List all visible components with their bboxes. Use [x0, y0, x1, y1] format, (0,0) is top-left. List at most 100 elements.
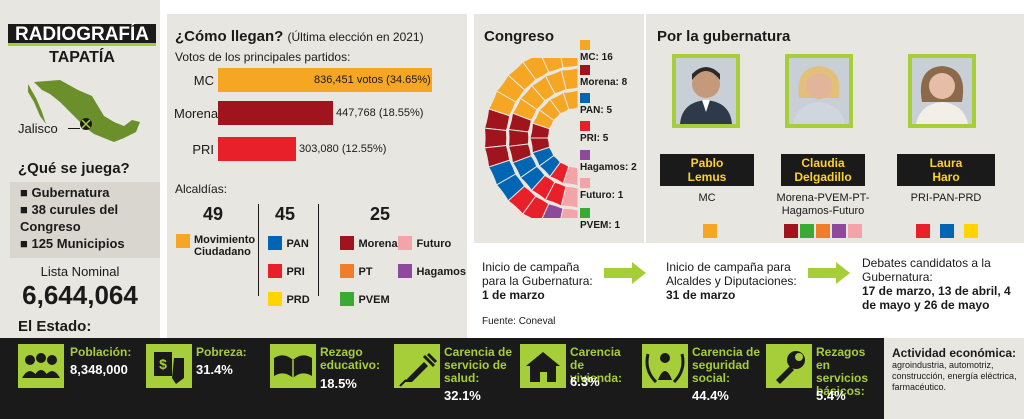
gubernatura-title: Por la gubernatura: [657, 28, 791, 45]
congreso-legend-label: Morena: 8: [580, 77, 628, 88]
bar-value-label: 447,768 (18.55%): [336, 107, 424, 119]
swatch-futuro: [848, 223, 862, 238]
legend-morena: Morena: [340, 234, 398, 252]
candidate-party-swatches: [916, 222, 978, 240]
legend-pri-label: PRI: [286, 266, 305, 278]
legend-mc-label: Movimiento Ciudadano: [194, 234, 256, 258]
indicator-label: Población:: [70, 345, 132, 359]
indicator-value: 6.3%: [570, 374, 600, 389]
source-note: Fuente: Coneval: [482, 316, 556, 327]
indicator-label: Pobreza:: [196, 345, 247, 359]
timeline-step-date: 17 de marzo, 13 de abril, 4 de mayo y 26…: [862, 284, 1011, 312]
timeline-step-date: 1 de marzo: [482, 288, 545, 302]
vote-bar: [218, 68, 432, 92]
timeline-step: Debates candidatos a la Gubernatura: 17 …: [862, 256, 1012, 312]
congreso-seat: [562, 166, 578, 187]
jalisco-pointer: [68, 128, 80, 129]
legend-hagamos: Hagamos: [398, 262, 466, 280]
stakes-heading: ¿Qué se juega?: [18, 160, 130, 177]
indicator-label: Carencia de vivienda:: [570, 345, 623, 385]
mexico-map-icon: [28, 80, 140, 142]
legend-prd: PRD: [268, 290, 310, 308]
indicator-value: 44.4%: [692, 388, 729, 403]
congreso-title: Congreso: [484, 28, 555, 45]
candidate-photo: [908, 54, 976, 128]
indicator-value: 31.4%: [196, 362, 233, 377]
congreso-seat: [483, 127, 508, 149]
candidate-name-l2: Haro: [932, 170, 960, 184]
candidate-party: PRI-PAN-PRD: [910, 192, 982, 204]
indicator-value: 32.1%: [444, 388, 481, 403]
indicator-label: Rezagos en servicios básicos:: [816, 345, 869, 398]
bar-party-label: PRI: [192, 142, 214, 157]
title-line-1: RADIOGRAFÍA: [8, 24, 156, 46]
legend-pvem: PVEM: [340, 290, 390, 308]
votes-label: Votos de los principales partidos:: [175, 50, 351, 64]
stake-item: ■ 38 curules del Congreso: [20, 202, 119, 234]
alcaldias-count-mc: 49: [203, 204, 224, 224]
legend-futuro: Futuro: [398, 234, 451, 252]
people-icon: [18, 344, 64, 388]
indicator-label: Carencia de servicio de salud:: [444, 345, 513, 385]
congreso-seat: [560, 207, 578, 218]
swatch-pt: [340, 263, 354, 278]
alcaldias-label: Alcaldías:: [175, 182, 228, 196]
stake-item: ■ Gubernatura: [20, 185, 110, 200]
congreso-legend-swatch: [580, 40, 590, 50]
candidate-name: Claudia Delgadillo: [781, 154, 865, 186]
swatch-mc: [703, 223, 717, 238]
swatch-morena: [784, 223, 798, 238]
stake-item: ■ 125 Municipios: [20, 236, 125, 251]
book-icon: [270, 344, 316, 388]
congreso-legend-swatch: [580, 93, 590, 103]
bar-party-label: MC: [193, 73, 214, 88]
congreso-legend-label: PAN: 5: [580, 105, 613, 116]
timeline-step: Inicio de campaña para Alcaldes y Diputa…: [666, 260, 806, 302]
candidate-name-l1: Pablo: [690, 156, 724, 170]
candidate-photo: [785, 54, 853, 128]
congreso-legend-swatch: [580, 65, 590, 75]
congreso-legend-swatch: [580, 178, 590, 188]
congreso-legend-label: Futuro: 1: [580, 190, 624, 201]
swatch-prd: [268, 291, 282, 306]
bar-value-label: 836,451 votos (34.65%): [314, 74, 431, 86]
social-security-icon: [642, 344, 688, 388]
legend-prd-label: PRD: [286, 294, 310, 306]
wrench-icon: [766, 344, 812, 388]
candidate-name: Laura Haro: [897, 154, 995, 186]
indicator-label: Carencia de seguridad social:: [692, 345, 761, 385]
swatch-pri: [916, 223, 930, 238]
timeline-step-date: 31 de marzo: [666, 288, 736, 302]
indicator-value: 8,348,000: [70, 362, 128, 377]
poverty-icon: $: [146, 344, 192, 388]
timeline-step-text: Debates candidatos a la Gubernatura:: [862, 256, 991, 284]
congreso-legend-swatch: [580, 121, 590, 131]
swatch-prd: [964, 223, 978, 238]
timeline-step: Inicio de campaña para la Gubernatura: 1…: [482, 260, 600, 302]
lista-nominal-label: Lista Nominal: [40, 264, 120, 279]
legend-pt: PT: [340, 262, 373, 280]
swatch-pri: [268, 263, 282, 278]
indicator-value: 18.5%: [320, 376, 357, 391]
actividad-text: agroindustria, automotriz, construcción,…: [892, 360, 1017, 392]
lista-nominal-value: 6,644,064: [22, 280, 138, 310]
candidate-name: Pablo Lemus: [660, 154, 754, 186]
congreso-seat: [560, 186, 578, 209]
congreso-legend-swatch: [580, 208, 590, 218]
gubernatura-panel: [646, 14, 1024, 243]
congreso-seat: [541, 203, 564, 218]
congreso-legend-label: PRI: 5: [580, 133, 609, 144]
person-icon: [793, 66, 845, 124]
congreso-legend-swatch: [580, 150, 590, 160]
swatch-futuro: [398, 235, 412, 250]
congreso-legend-label: Hagamos: 2: [580, 162, 637, 173]
candidate-name-l2: Delgadillo: [794, 170, 852, 184]
candidate-name-l1: Claudia: [801, 156, 845, 170]
candidate-party-swatches: [784, 222, 862, 240]
congreso-legend-label: PVEM: 1: [580, 220, 621, 231]
timeline-step-text: Inicio de campaña para la Gubernatura:: [482, 260, 593, 288]
swatch-pvem: [800, 223, 814, 238]
candidate-name-l1: Laura: [929, 156, 963, 170]
legend-pt-label: PT: [358, 266, 373, 278]
candidate-card: [672, 54, 740, 128]
